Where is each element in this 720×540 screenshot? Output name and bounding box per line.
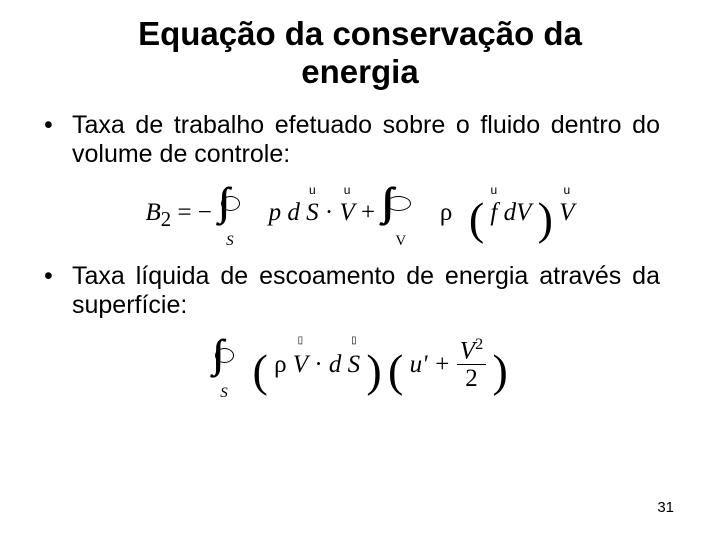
eq1-dot1: ·	[325, 199, 340, 226]
equation-1: B2 = − ∫∫ S p d uS · uV + ∫∫∫ V ρ ( uf d…	[40, 182, 680, 236]
eq1-f-vector: uf	[490, 199, 497, 227]
eq1-rho: ρ	[440, 199, 452, 226]
volume-integral-icon: ∫∫∫ V	[381, 182, 423, 236]
eq2-rparen1: )	[366, 353, 381, 390]
eq2-dot: ·	[314, 351, 329, 378]
eq1-int2-sub: V	[395, 233, 406, 250]
eq2-S-vector: ▯S	[348, 351, 361, 379]
eq1-V-vector-2: uV	[559, 199, 574, 227]
eq2-lparen1: (	[252, 353, 267, 390]
eq1-plus: +	[361, 199, 381, 226]
eq1-equals: = −	[177, 199, 211, 226]
eq1-V-vector-1: uV	[339, 199, 354, 227]
eq1-lparen: (	[469, 201, 484, 238]
surface-integral-icon: ∫∫ S	[212, 334, 246, 388]
bullet-1-text: Taxa de trabalho efetuado sobre o fluido…	[72, 111, 660, 169]
bullet-dot-icon: •	[40, 262, 72, 320]
eq2-uprime: u' +	[410, 351, 457, 378]
eq1-rparen: )	[538, 201, 553, 238]
eq2-int-sub: S	[220, 385, 228, 402]
slide-title: Equação da conservação da energia	[40, 15, 680, 91]
slide: Equação da conservação da energia • Taxa…	[0, 0, 720, 540]
surface-integral-icon: ∫∫ S	[218, 182, 252, 236]
eq1-lhs-sub: 2	[161, 207, 171, 231]
title-line-2: energia	[301, 53, 418, 90]
bullet-2: • Taxa líquida de escoamento de energia …	[40, 262, 660, 320]
eq2-d: d	[329, 351, 342, 378]
page-number: 31	[657, 499, 674, 516]
eq2-rparen2: )	[492, 353, 507, 390]
bullet-dot-icon: •	[40, 111, 72, 169]
eq2-V-vector: ▯V	[293, 351, 308, 379]
eq1-d1: d	[287, 199, 300, 226]
bullet-2-text: Taxa líquida de escoamento de energia at…	[72, 262, 660, 320]
eq1-S-vector: uS	[306, 199, 319, 227]
eq1-lhs: B	[145, 199, 160, 226]
equation-2: ∫∫ S ( ρ ▯V · d ▯S ) ( u' + V2 2 )	[40, 334, 680, 395]
eq1-p: p	[269, 199, 282, 226]
eq2-fraction: V2 2	[457, 336, 486, 393]
eq1-dV: dV	[504, 199, 532, 226]
title-line-1: Equação da conservação da	[138, 15, 582, 52]
eq2-rho: ρ	[274, 351, 286, 378]
bullet-1: • Taxa de trabalho efetuado sobre o flui…	[40, 111, 660, 169]
eq1-int1-sub: S	[226, 233, 234, 250]
eq2-lparen2: (	[388, 353, 403, 390]
